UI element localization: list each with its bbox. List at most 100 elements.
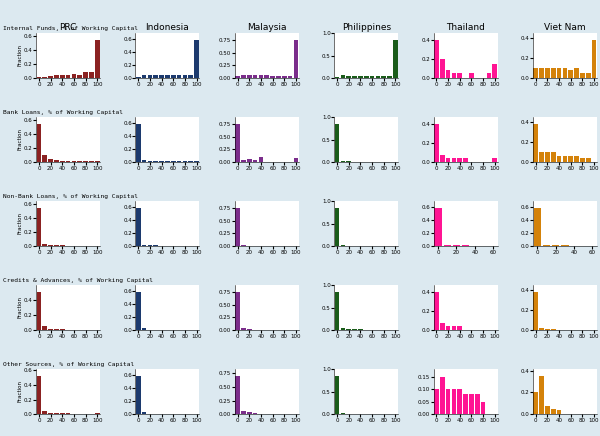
- Bar: [568, 70, 573, 78]
- Bar: [533, 124, 538, 162]
- Bar: [142, 412, 146, 414]
- Bar: [66, 75, 70, 78]
- Bar: [335, 77, 340, 78]
- Text: Internal Funds, % of Working Capital: Internal Funds, % of Working Capital: [3, 26, 138, 31]
- Bar: [136, 292, 140, 330]
- Bar: [235, 292, 240, 330]
- Bar: [335, 124, 340, 162]
- Bar: [561, 245, 569, 246]
- Text: Non-Bank Loans, % of Working Capital: Non-Bank Loans, % of Working Capital: [3, 194, 138, 199]
- Y-axis label: Fraction: Fraction: [17, 212, 22, 235]
- Bar: [177, 161, 181, 162]
- Title: PRC: PRC: [59, 23, 77, 32]
- Bar: [182, 75, 187, 78]
- Y-axis label: Fraction: Fraction: [17, 44, 22, 66]
- Bar: [457, 389, 462, 414]
- Bar: [463, 158, 468, 162]
- Bar: [545, 329, 550, 330]
- Bar: [136, 124, 140, 162]
- Bar: [452, 327, 456, 330]
- Bar: [159, 161, 164, 162]
- Bar: [66, 413, 70, 414]
- Bar: [493, 64, 497, 78]
- Bar: [580, 73, 585, 78]
- Bar: [545, 152, 550, 162]
- Bar: [446, 389, 451, 414]
- Bar: [452, 158, 456, 162]
- Bar: [457, 73, 462, 78]
- Bar: [48, 245, 53, 246]
- Bar: [48, 413, 53, 414]
- Bar: [235, 208, 240, 246]
- Bar: [54, 160, 59, 162]
- Bar: [440, 59, 445, 78]
- Bar: [241, 245, 246, 246]
- Bar: [259, 157, 263, 162]
- Bar: [165, 161, 170, 162]
- Bar: [154, 161, 158, 162]
- Title: Indonesia: Indonesia: [146, 23, 190, 32]
- Bar: [452, 73, 456, 78]
- Bar: [60, 161, 65, 162]
- Bar: [341, 328, 345, 330]
- Bar: [194, 40, 199, 78]
- Bar: [539, 328, 544, 330]
- Bar: [247, 159, 251, 162]
- Bar: [574, 68, 579, 78]
- Bar: [469, 394, 474, 414]
- Bar: [563, 68, 567, 78]
- Bar: [43, 326, 47, 330]
- Bar: [48, 76, 53, 78]
- Bar: [136, 376, 140, 414]
- Bar: [37, 208, 41, 246]
- Bar: [446, 158, 451, 162]
- Bar: [493, 158, 497, 162]
- Y-axis label: Fraction: Fraction: [17, 381, 22, 402]
- Bar: [253, 245, 257, 246]
- Bar: [551, 152, 556, 162]
- Bar: [43, 77, 47, 78]
- Bar: [469, 73, 474, 78]
- Bar: [543, 245, 550, 246]
- Bar: [462, 245, 469, 246]
- Bar: [346, 161, 351, 162]
- Bar: [148, 245, 152, 246]
- Bar: [551, 329, 556, 330]
- Bar: [539, 68, 544, 78]
- Bar: [89, 72, 94, 78]
- Bar: [171, 161, 176, 162]
- Bar: [552, 245, 559, 246]
- Bar: [545, 68, 550, 78]
- Bar: [364, 76, 368, 78]
- Bar: [37, 376, 41, 414]
- Bar: [580, 158, 585, 162]
- Bar: [393, 40, 398, 78]
- Bar: [452, 389, 456, 414]
- Bar: [568, 156, 573, 162]
- Text: Bank Loans, % of Working Capital: Bank Loans, % of Working Capital: [3, 110, 123, 115]
- Bar: [352, 76, 357, 78]
- Bar: [60, 245, 65, 246]
- Bar: [346, 76, 351, 78]
- Bar: [241, 75, 246, 78]
- Bar: [288, 75, 292, 78]
- Bar: [551, 409, 556, 414]
- Bar: [551, 68, 556, 78]
- Bar: [557, 410, 562, 414]
- Bar: [434, 40, 439, 78]
- Bar: [77, 161, 82, 162]
- Bar: [457, 327, 462, 330]
- Bar: [136, 208, 140, 246]
- Bar: [54, 413, 59, 414]
- Bar: [171, 75, 176, 78]
- Bar: [341, 413, 345, 414]
- Bar: [293, 40, 298, 78]
- Bar: [265, 75, 269, 78]
- Bar: [48, 329, 53, 330]
- Bar: [37, 124, 41, 162]
- Title: Malaysia: Malaysia: [247, 23, 287, 32]
- Bar: [154, 413, 158, 414]
- Bar: [341, 245, 345, 246]
- Bar: [440, 323, 445, 330]
- Bar: [475, 394, 479, 414]
